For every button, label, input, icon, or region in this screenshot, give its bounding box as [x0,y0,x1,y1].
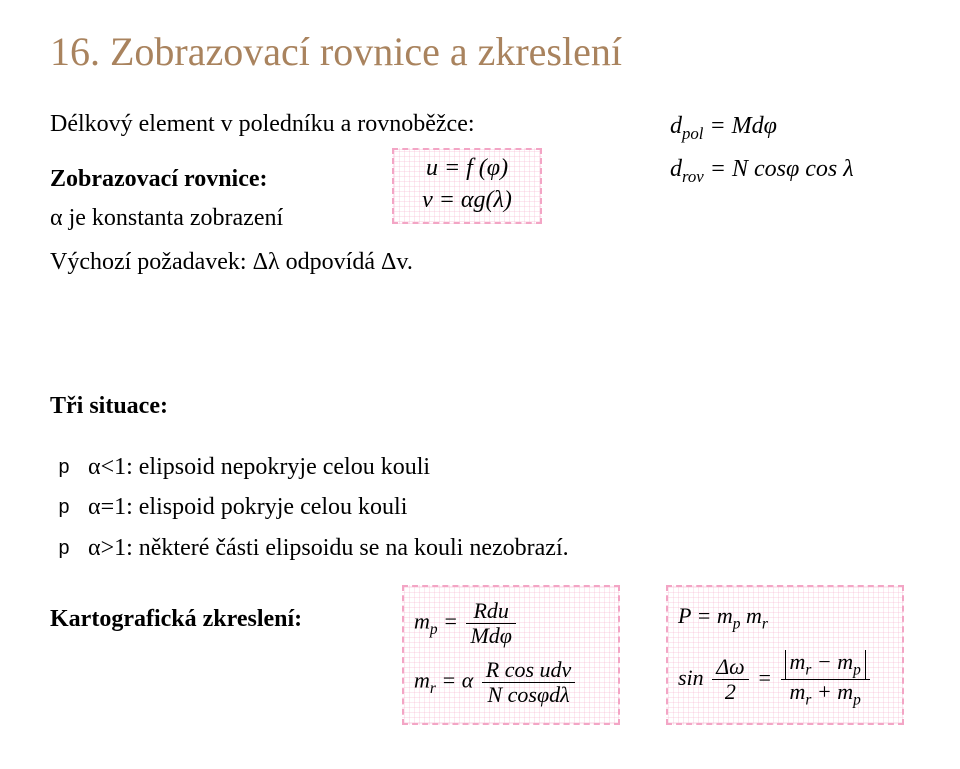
mapping-equations-box: u = f (φ) v = αg(λ) [392,148,542,224]
line-vychozi: Výchozí požadavek: Δλ odpovídá Δv. [50,244,610,281]
bullet-icon: p [58,453,70,484]
distortion-box-2: P = mp mr sin Δω2 = mr − mp mr + mp [666,585,904,725]
bullet-1: pα<1: elipsoid nepokryje celou kouli [50,449,910,486]
bullet-list: pα<1: elipsoid nepokryje celou kouli pα=… [50,449,910,567]
eq-P: P = mp mr [678,599,892,636]
slide-title: 16. Zobrazovací rovnice a zkreslení [50,28,910,76]
kartograficka-row: Kartografická zkreslení: mp = RduMdφ mr … [50,585,910,745]
eq-sin: sin Δω2 = mr − mp mr + mp [678,650,892,710]
label-zobrazovaci: Zobrazovací rovnice: [50,166,268,192]
three-situations: Tři situace: pα<1: elipsoid nepokryje ce… [50,388,910,567]
bullet-3: pα>1: některé části elipsoidu se na koul… [50,530,910,567]
eq-v: v = αg(λ) [394,184,540,216]
eq-mr: mr = α R cos udvN cosφdλ [414,658,608,707]
slide-body: Délkový element v poledníku a rovnoběžce… [50,104,910,745]
line-delkovy: Délkový element v poledníku a rovnoběžce… [50,106,610,143]
kartograficka-label: Kartografická zkreslení: [50,601,302,638]
three-label: Tři situace: [50,388,910,425]
bullet-icon: p [58,493,70,524]
top-block: Délkový element v poledníku a rovnoběžce… [50,104,910,364]
eq-dpol: dpol = Mdφ [670,108,854,147]
distortion-box-1: mp = RduMdφ mr = α R cos udvN cosφdλ [402,585,620,725]
differential-equations: dpol = Mdφ drov = N cosφ cos λ [670,104,854,194]
bullet-2: pα=1: elispoid pokryje celou kouli [50,489,910,526]
eq-drov: drov = N cosφ cos λ [670,151,854,190]
eq-u: u = f (φ) [394,152,540,184]
eq-mp: mp = RduMdφ [414,599,608,648]
bullet-icon: p [58,534,70,565]
slide: 16. Zobrazovací rovnice a zkreslení Délk… [0,0,960,769]
